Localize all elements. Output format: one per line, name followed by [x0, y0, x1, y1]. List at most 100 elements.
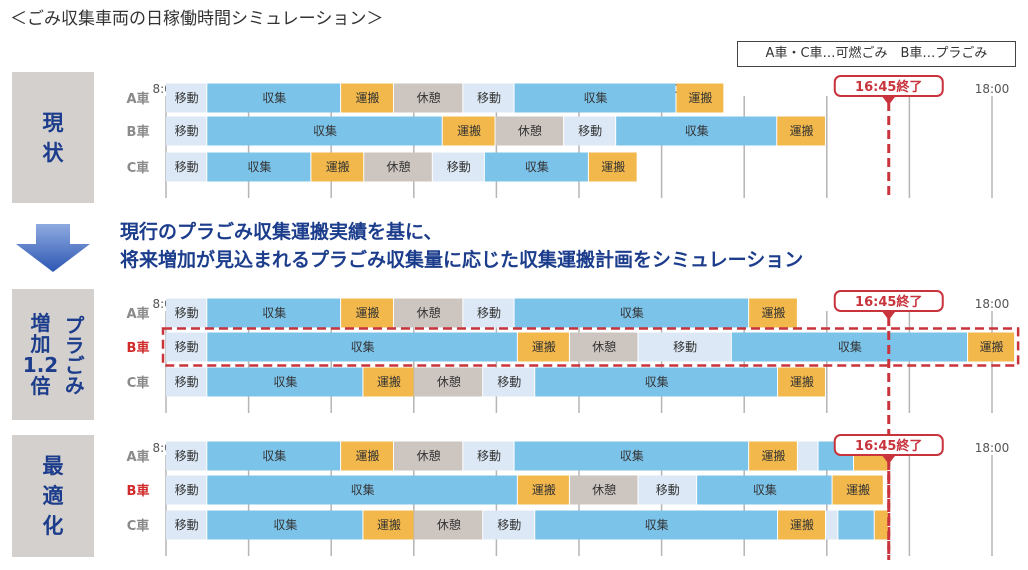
segment-label: 収集	[620, 448, 644, 463]
segment-label: 休憩	[437, 374, 461, 389]
end-time-pointer	[881, 455, 896, 464]
segment-bar	[968, 332, 1015, 362]
segment-label: 収集	[685, 123, 709, 138]
segment-bar	[638, 332, 731, 362]
segment-label: 収集	[645, 374, 669, 389]
segment-bar	[495, 116, 564, 146]
tick-label: 18:00	[975, 441, 1010, 455]
section-label-char: 最	[42, 454, 64, 478]
truck-label: A車	[126, 306, 149, 322]
segment-bar	[166, 298, 207, 328]
segment-label: 運搬	[790, 517, 814, 532]
segment-bar	[535, 510, 778, 540]
segment-bar	[517, 475, 569, 505]
section-label-char: 加	[30, 331, 51, 356]
segment-label: 収集	[753, 482, 777, 497]
end-time-label: 16:45終了	[855, 79, 922, 95]
segment-bar	[825, 510, 838, 540]
segment-label: 収集	[645, 517, 669, 532]
segment-label: 収集	[247, 159, 271, 174]
segment-label: 休憩	[387, 159, 411, 174]
segment-bar	[207, 510, 363, 540]
segment-label: 運搬	[377, 517, 401, 532]
segment-bar	[393, 83, 463, 113]
segment-label: 移動	[447, 160, 471, 174]
segment-bar	[777, 116, 825, 146]
segment-label: 運搬	[532, 339, 556, 354]
segment-label: 運搬	[326, 159, 350, 174]
section-label-char: 状	[42, 140, 64, 165]
segment-label: 移動	[175, 483, 199, 497]
segment-bar	[832, 475, 883, 505]
segment-bar	[588, 152, 637, 182]
segment-bar	[676, 83, 724, 113]
segment-label: 運搬	[846, 482, 870, 497]
segment-bar	[778, 367, 825, 397]
segment-bar	[311, 152, 364, 182]
segment-label: 移動	[175, 449, 199, 463]
simulation-message: 現行のプラごみ収集運搬実績を基に、 将来増加が見込まれるプラごみ収集量に応じた収…	[120, 218, 803, 274]
segment-bar	[569, 475, 638, 505]
segment-label: 移動	[477, 306, 501, 320]
section-label-increase: 増 加 1.2 倍 プラごみ	[12, 289, 94, 420]
end-time-pointer	[881, 311, 896, 320]
segment-bar	[514, 441, 749, 471]
segment-label: 休憩	[592, 339, 616, 354]
segment-bar	[797, 441, 818, 471]
section-label-vertical: プラごみ	[61, 314, 86, 395]
segment-label: 運搬	[790, 123, 814, 138]
segment-label: 移動	[656, 483, 680, 497]
segment-bar	[341, 298, 393, 328]
section-label-char: 1.2	[22, 352, 59, 377]
section-label-increase-col2: 増 加 1.2 倍	[22, 310, 59, 397]
segment-label: 移動	[175, 160, 199, 174]
segment-label: 運搬	[688, 90, 712, 105]
segment-bar	[393, 441, 463, 471]
segment-label: 移動	[477, 449, 501, 463]
segment-bar	[166, 367, 207, 397]
segment-label: 移動	[175, 124, 199, 138]
segment-bar	[166, 475, 207, 505]
segment-bar	[749, 441, 797, 471]
segment-bar	[483, 367, 535, 397]
segment-bar	[778, 510, 825, 540]
segment-bar	[166, 441, 207, 471]
segment-label: 運搬	[377, 374, 401, 389]
segment-label: 移動	[497, 375, 521, 389]
truck-label: A車	[126, 91, 149, 107]
end-time-pointer	[881, 96, 896, 105]
segment-label: 運搬	[532, 482, 556, 497]
segment-bar	[535, 367, 778, 397]
segment-label: 収集	[351, 339, 375, 354]
segment-bar	[517, 332, 569, 362]
segment-bar	[207, 475, 517, 505]
segment-bar	[514, 298, 749, 328]
truck-label: C車	[127, 375, 150, 391]
segment-label: 休憩	[417, 305, 441, 320]
segment-label: 運搬	[356, 448, 380, 463]
segment-bar	[463, 298, 514, 328]
highlight-frame	[161, 327, 1020, 367]
segment-bar	[166, 116, 207, 146]
segment-bar	[207, 441, 341, 471]
segment-label: 収集	[620, 305, 644, 320]
segment-label: 運搬	[457, 123, 481, 138]
segment-bar	[207, 116, 442, 146]
segment-label: 移動	[175, 518, 199, 532]
segment-bar	[616, 116, 777, 146]
segment-bar	[697, 475, 832, 505]
segment-label: 休憩	[437, 517, 461, 532]
segment-bar	[207, 152, 311, 182]
section-label-char: 増	[30, 310, 51, 335]
section-label-char: 化	[42, 514, 64, 538]
truck-label: A車	[126, 449, 149, 465]
segment-bar	[364, 152, 432, 182]
segment-label: 運搬	[762, 448, 786, 463]
segment-label: 収集	[273, 517, 297, 532]
segment-label: 収集	[262, 448, 286, 463]
end-time-label: 16:45終了	[855, 438, 922, 454]
segment-label: 収集	[273, 374, 297, 389]
segment-label: 移動	[175, 306, 199, 320]
segment-bar	[564, 116, 616, 146]
